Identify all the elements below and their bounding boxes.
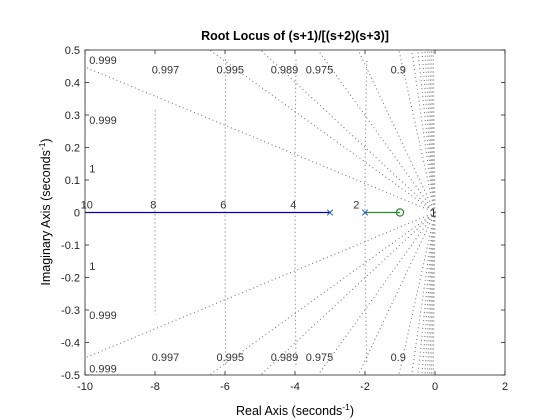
damping-label: 0.995 xyxy=(216,352,244,364)
damping-label: 0.9 xyxy=(391,65,406,77)
damping-label: 1 xyxy=(89,164,95,176)
y-tick-label: -0.4 xyxy=(61,338,80,350)
damping-label: 0.989 xyxy=(271,352,299,364)
pole-marker xyxy=(326,209,334,216)
y-tick-label: -0.5 xyxy=(61,370,80,382)
x-tick-label: -8 xyxy=(150,381,160,393)
y-tick-label: -0.3 xyxy=(61,305,80,317)
frequency-label: 1 xyxy=(430,208,436,220)
damping-ray xyxy=(317,49,436,213)
y-tick-label: 0.5 xyxy=(65,45,80,57)
x-tick-label: 2 xyxy=(502,381,508,393)
damping-ray xyxy=(411,212,436,376)
damping-label: 0.975 xyxy=(306,352,334,364)
y-tick-label: 0 xyxy=(74,208,80,220)
x-tick-label: -6 xyxy=(220,381,230,393)
frequency-label: 4 xyxy=(290,199,296,211)
x-tick-label: -10 xyxy=(77,381,93,393)
y-tick-label: 0.4 xyxy=(65,78,80,90)
damping-label: 0.997 xyxy=(152,65,180,77)
x-tick-label: 0 xyxy=(432,381,438,393)
damping-label: 0.989 xyxy=(271,65,299,77)
damping-label: 0.997 xyxy=(152,352,180,364)
y-tick-label: -0.1 xyxy=(61,240,80,252)
y-tick-label: -0.2 xyxy=(61,273,80,285)
frequency-label: 6 xyxy=(220,199,226,211)
damping-label: 0.995 xyxy=(216,65,244,77)
damping-ray xyxy=(417,212,436,376)
damping-label: 0.999 xyxy=(89,55,117,67)
damping-label: 0.975 xyxy=(306,65,334,77)
pole-cross-b xyxy=(361,209,369,216)
damping-label: 0.9 xyxy=(391,352,406,364)
axis-ticks: -10 -8 -6 -4 -2 0 2 -0.5 -0.4 -0.3 -0.2 -0.1 0 0.1 0.2… xyxy=(61,45,508,393)
pole-marker xyxy=(361,209,369,216)
damping-label: 0.999 xyxy=(89,310,117,322)
x-tick-label: -4 xyxy=(290,381,300,393)
frequency-label: 8 xyxy=(150,199,156,211)
damping-label: 0.999 xyxy=(89,364,117,376)
y-axis-label: Imaginary Axis (seconds-1) xyxy=(37,138,53,285)
damping-ray xyxy=(411,49,436,213)
frequency-label: 2 xyxy=(353,199,359,211)
damping-label: 1 xyxy=(89,261,95,273)
x-tick-label: -2 xyxy=(360,381,370,393)
sgrid-labels: 0.999 0.999 1 1 0.999 0.999 0.997 0.995 0.989 0.9… xyxy=(81,55,437,376)
pole-zero-markers xyxy=(326,208,405,217)
y-tick-label: 0.2 xyxy=(65,143,80,155)
x-axis-label: Real Axis (seconds-1) xyxy=(236,402,354,418)
damping-ray xyxy=(317,212,436,376)
damping-ray xyxy=(417,49,436,213)
y-tick-label: 0.1 xyxy=(65,175,80,187)
chart-title: Root Locus of (s+1)/[(s+2)(s+3)] xyxy=(201,29,389,43)
frequency-label: 10 xyxy=(81,199,93,211)
damping-label: 0.999 xyxy=(89,115,117,127)
zero-marker xyxy=(395,208,405,217)
pole-cross-b xyxy=(326,209,334,216)
y-tick-label: 0.3 xyxy=(65,110,80,122)
